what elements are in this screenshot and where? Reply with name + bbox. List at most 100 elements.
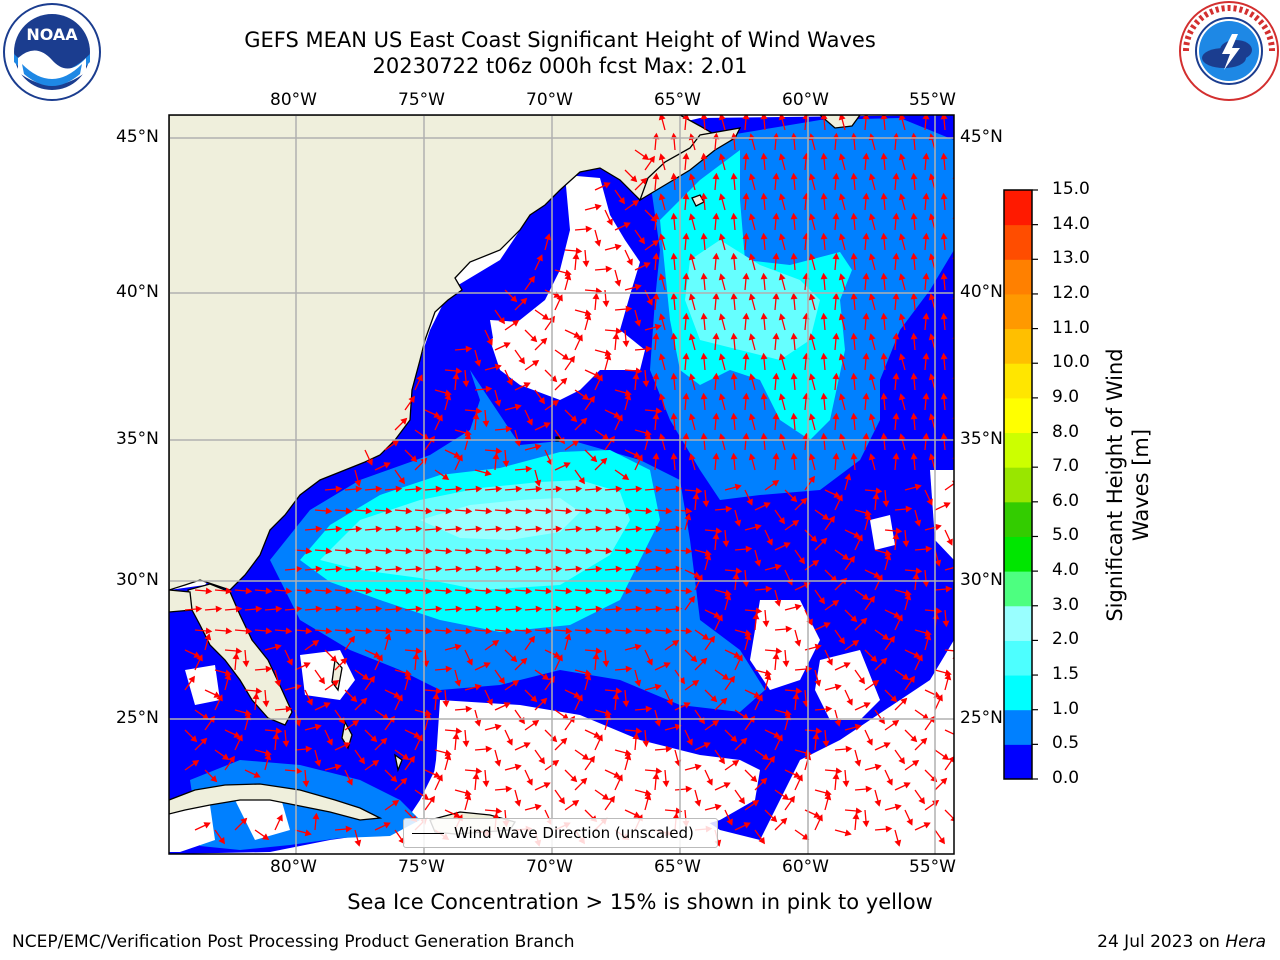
lon-label-bottom: 75°W [398, 857, 445, 877]
wave-arrow-head [494, 363, 502, 371]
colorbar-label: Significant Height of Wind Waves [m] [1102, 320, 1154, 650]
wave-arrow-head [425, 547, 433, 555]
wave-arrow-head [475, 485, 483, 493]
wave-arrow-head [778, 313, 786, 321]
wave-arrow-head [662, 780, 670, 788]
wave-arrow-head [670, 212, 678, 220]
wave-arrow-head [912, 572, 920, 580]
wave-arrow-head [543, 782, 551, 789]
wave-arrow-head [343, 742, 351, 749]
wave-arrow-head [655, 605, 663, 613]
wave-arrow-head [745, 545, 753, 553]
wave-arrow-head [305, 587, 313, 595]
wave-arrow-head [485, 507, 493, 515]
wave-arrow-head [718, 313, 726, 321]
wave-arrow-head [844, 829, 852, 837]
nws-logo [1179, 1, 1279, 101]
wave-arrow-shaft [955, 654, 956, 670]
wave-arrow-head [520, 297, 528, 305]
wave-arrow-head [898, 115, 906, 121]
wave-arrow-head [760, 272, 768, 280]
wave-arrow-head [203, 822, 211, 829]
wave-arrow-head [923, 822, 931, 829]
wave-arrow-head [525, 587, 533, 595]
wave-arrow-head [306, 698, 313, 706]
wave-arrow-head [936, 694, 943, 702]
wave-arrow-head [444, 393, 452, 401]
wave-arrow-head [850, 252, 858, 260]
wave-arrow-head [746, 498, 753, 506]
wave-arrow-head [275, 605, 283, 613]
wave-arrow-head [573, 691, 581, 698]
wave-arrow-head [944, 673, 952, 681]
wave-arrow-head [401, 753, 410, 760]
wave-arrow-head [808, 213, 816, 221]
colorbar-tick-label: 8.0 [1052, 421, 1080, 442]
wave-arrow-head [658, 313, 666, 321]
wave-arrow-head [868, 595, 875, 604]
wave-arrow-head [826, 658, 833, 666]
wave-arrow-head [274, 679, 282, 687]
wave-arrow-head [670, 332, 678, 340]
wave-arrow-head [808, 333, 816, 341]
wave-arrow-head [605, 507, 613, 515]
wave-arrow-shaft [955, 510, 964, 523]
wave-arrow-head [670, 292, 678, 300]
wave-arrow-head [455, 525, 463, 533]
wave-arrow-head [792, 692, 800, 700]
wave-arrow-head [772, 412, 780, 420]
wave-arrow-head [892, 212, 900, 220]
wave-arrow-head [634, 679, 642, 687]
wave-arrow-head [615, 485, 623, 493]
wave-arrow-head [630, 175, 638, 183]
wave-arrow-head [305, 745, 313, 753]
colorbar-frame [1003, 189, 1033, 780]
lat-label-right: 25°N [960, 708, 1003, 728]
wave-arrow-head [655, 565, 663, 573]
wave-arrow-head [472, 772, 480, 780]
wave-arrow-head [595, 485, 603, 493]
wave-arrow-head [872, 492, 880, 500]
wave-arrow-head [311, 640, 320, 647]
colorbar-tick-label: 12.0 [1052, 282, 1090, 303]
wave-arrow-head [605, 587, 613, 595]
wave-arrow-head [891, 720, 900, 727]
wave-arrow-head [475, 565, 483, 573]
wave-arrow-shaft [944, 809, 954, 820]
wave-arrow-head [832, 172, 840, 180]
wave-arrow-head [360, 697, 368, 705]
wave-arrow-head [716, 614, 723, 622]
wave-arrow-head [584, 313, 592, 321]
wave-arrow-head [828, 515, 835, 524]
wave-arrow-head [712, 412, 720, 420]
wave-arrow-head [453, 451, 461, 458]
wave-arrow-head [441, 473, 450, 480]
wave-arrow-head [820, 352, 828, 360]
wave-arrow-head [652, 332, 660, 340]
wave-arrow-head [305, 547, 313, 555]
wave-arrow-head [778, 193, 786, 201]
wave-arrow-head [873, 571, 881, 578]
wave-arrow-head [518, 356, 525, 365]
wave-arrow-head [808, 173, 816, 181]
wave-arrow-head [790, 495, 798, 503]
wave-arrow-head [492, 452, 500, 460]
wave-arrow-head [658, 433, 666, 441]
wave-arrow-head [633, 451, 641, 458]
wave-arrow-head [842, 780, 850, 788]
wave-arrow-head [262, 700, 270, 708]
wave-arrow-head [730, 292, 738, 300]
wave-arrow-head [632, 732, 640, 740]
wave-arrow-head [790, 212, 798, 220]
wave-arrow-head [594, 203, 602, 211]
wave-arrow-head [880, 272, 888, 280]
wave-arrow-head [495, 605, 503, 613]
wave-arrow-head [880, 392, 888, 400]
wave-arrow-head [302, 780, 310, 788]
wave-arrow-head [652, 452, 660, 460]
wave-arrow-head [494, 723, 502, 731]
wave-arrow-head [748, 333, 756, 341]
wave-arrow-head [242, 660, 250, 668]
wave-arrow-head [285, 587, 293, 595]
wave-arrow-head [415, 605, 423, 613]
